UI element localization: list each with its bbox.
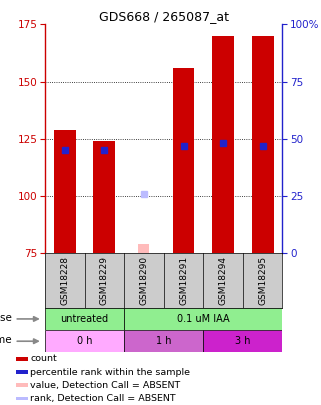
Text: GSM18290: GSM18290 xyxy=(139,256,148,305)
Bar xyxy=(54,130,76,253)
Bar xyxy=(16,357,28,361)
Text: GSM18228: GSM18228 xyxy=(60,256,69,305)
Text: time: time xyxy=(0,335,13,345)
Text: 3 h: 3 h xyxy=(235,336,251,346)
Text: GSM18229: GSM18229 xyxy=(100,256,109,305)
Bar xyxy=(203,330,282,352)
Text: 0 h: 0 h xyxy=(77,336,92,346)
Bar xyxy=(124,330,203,352)
Title: GDS668 / 265087_at: GDS668 / 265087_at xyxy=(99,10,229,23)
Text: count: count xyxy=(30,354,57,363)
Bar xyxy=(16,396,28,400)
Text: GSM18295: GSM18295 xyxy=(258,256,267,305)
Text: untreated: untreated xyxy=(60,314,108,324)
Bar xyxy=(252,36,273,253)
Bar xyxy=(138,244,149,253)
Bar xyxy=(45,330,124,352)
Bar xyxy=(212,36,234,253)
Text: 0.1 uM IAA: 0.1 uM IAA xyxy=(177,314,230,324)
Text: dose: dose xyxy=(0,313,13,323)
Bar xyxy=(45,308,124,330)
Bar xyxy=(16,384,28,387)
Text: percentile rank within the sample: percentile rank within the sample xyxy=(30,368,190,377)
Bar xyxy=(173,68,195,253)
Text: GSM18291: GSM18291 xyxy=(179,256,188,305)
Bar xyxy=(16,370,28,374)
Text: 1 h: 1 h xyxy=(156,336,171,346)
Text: value, Detection Call = ABSENT: value, Detection Call = ABSENT xyxy=(30,381,180,390)
Bar xyxy=(93,141,115,253)
Bar xyxy=(124,308,282,330)
Text: rank, Detection Call = ABSENT: rank, Detection Call = ABSENT xyxy=(30,394,176,403)
Text: GSM18294: GSM18294 xyxy=(219,256,228,305)
